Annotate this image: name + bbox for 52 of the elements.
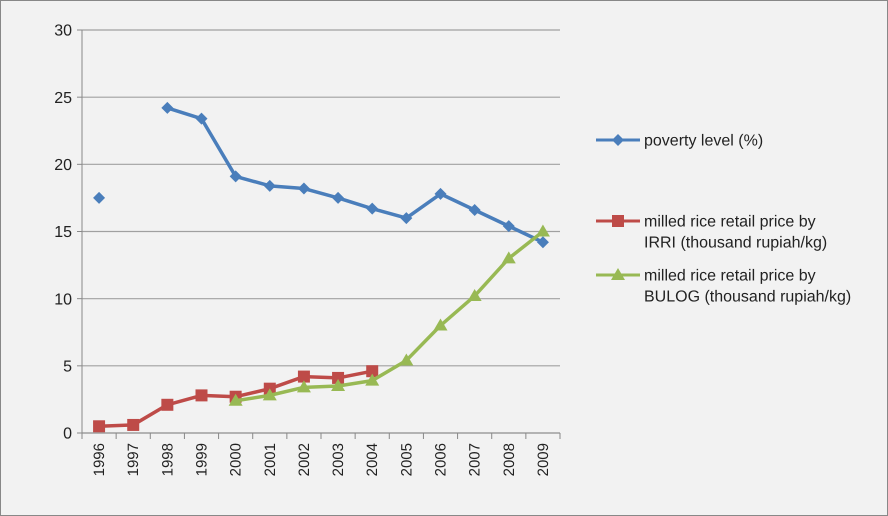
x-tick-label: 1996 <box>91 443 108 476</box>
x-tick-label: 2004 <box>364 443 382 476</box>
point <box>400 212 412 224</box>
point <box>93 192 106 204</box>
point <box>228 394 243 406</box>
point <box>127 418 140 431</box>
x-tick-label: 2008 <box>500 443 518 476</box>
y-tick-label: 5 <box>63 358 72 376</box>
y-tick-label: 10 <box>54 291 72 308</box>
x-tick-label: 2002 <box>296 443 313 476</box>
point <box>366 202 378 215</box>
x-tick-label: 1999 <box>194 443 210 476</box>
x-tick-label: 2003 <box>330 443 348 476</box>
point <box>468 288 482 301</box>
point <box>161 398 174 411</box>
y-tick-label: 20 <box>54 156 72 174</box>
x-tick-label: 1997 <box>125 443 142 476</box>
point <box>434 188 446 200</box>
point <box>332 192 344 204</box>
point <box>296 380 311 392</box>
point <box>298 182 310 195</box>
x-tick-label: 2006 <box>432 443 450 476</box>
x-tick-label: 2001 <box>262 443 279 476</box>
legend-label: poverty level (%) <box>644 132 764 150</box>
x-tick-label: 1998 <box>159 443 176 476</box>
point <box>502 251 516 264</box>
point <box>161 102 174 114</box>
point <box>468 204 481 216</box>
y-tick-label: 25 <box>54 90 72 107</box>
point <box>262 388 277 400</box>
point <box>366 365 378 378</box>
point <box>230 170 242 182</box>
point <box>502 220 515 232</box>
y-tick-label: 0 <box>63 426 72 443</box>
y-tick-label: 15 <box>54 224 72 242</box>
x-tick-label: 2009 <box>534 443 552 476</box>
point <box>434 318 448 331</box>
point <box>365 374 380 386</box>
x-tick-label: 2000 <box>228 443 245 476</box>
point <box>93 420 106 432</box>
y-tick-label: 30 <box>54 22 72 40</box>
point <box>298 370 310 383</box>
legend-label: milled rice retail price by BULOG (thousand rupiah/kg) <box>644 268 852 306</box>
point <box>536 236 549 248</box>
point <box>196 389 208 402</box>
legend-label: milled rice retail price by IRRI (thousand rupiah/kg) <box>644 214 828 252</box>
point <box>536 224 550 236</box>
point <box>331 378 346 391</box>
point <box>264 180 276 192</box>
x-tick-label: 2007 <box>466 443 484 476</box>
point <box>196 112 208 125</box>
x-tick-label: 2005 <box>398 443 416 476</box>
